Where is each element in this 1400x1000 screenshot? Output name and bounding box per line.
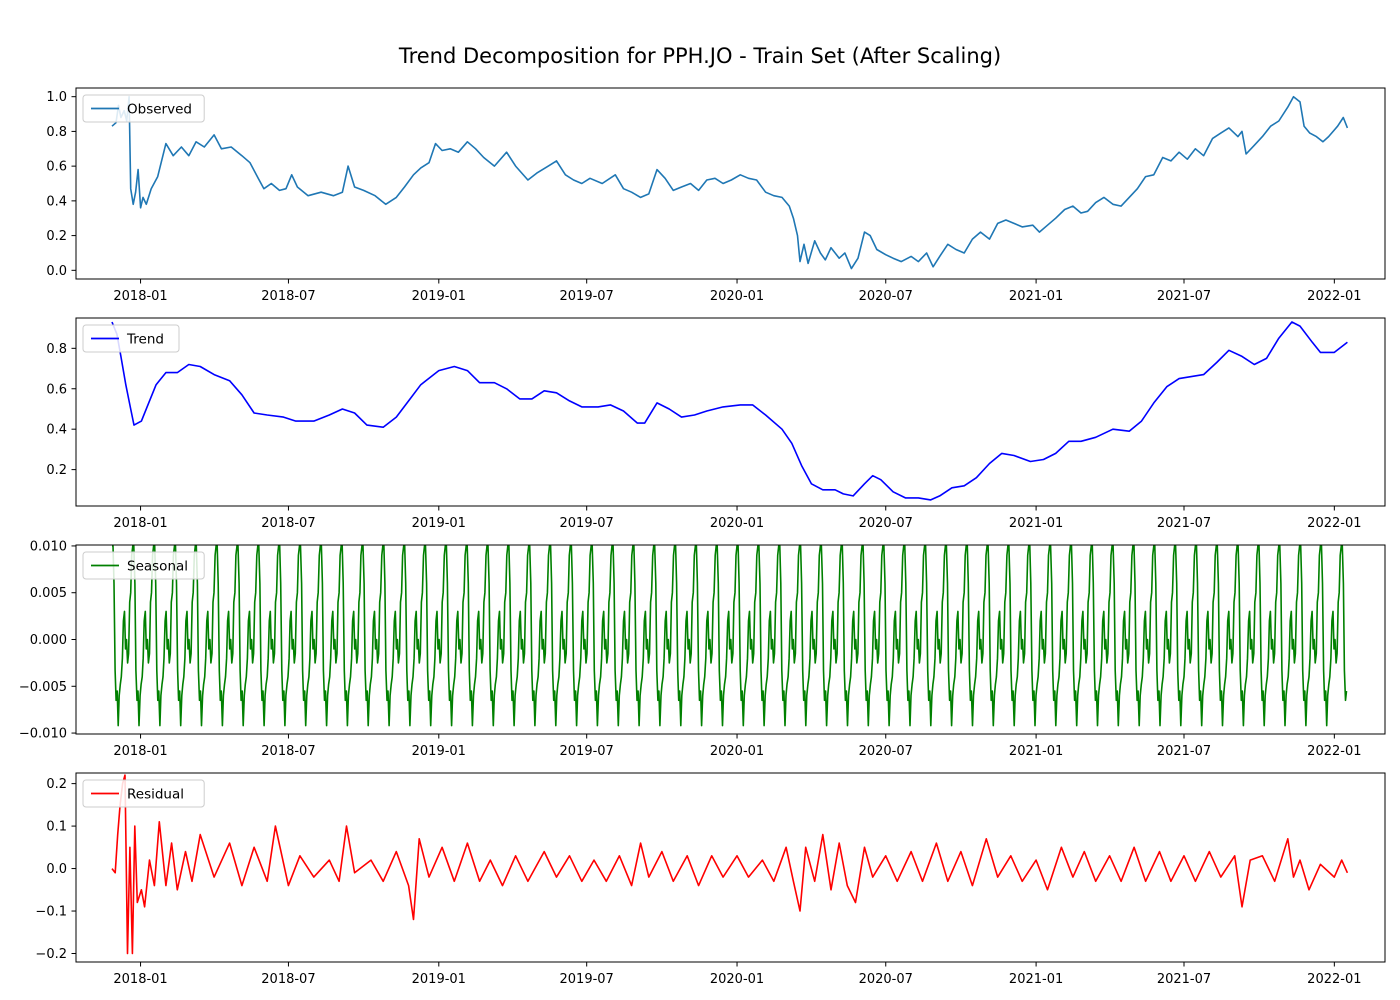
residual-x-tick-label: 2020-07 xyxy=(859,972,913,987)
seasonal-x-tick-label: 2018-01 xyxy=(113,744,167,759)
observed-legend: Observed xyxy=(82,94,205,123)
seasonal-x-tick-label: 2021-01 xyxy=(1009,744,1063,759)
seasonal-legend-label: Seasonal xyxy=(127,559,188,575)
trend-x-tick-label: 2019-07 xyxy=(560,516,614,531)
residual-y-tick-label: 0.2 xyxy=(46,777,67,792)
observed-axes-frame xyxy=(75,87,1386,280)
seasonal-x-tick-label: 2021-07 xyxy=(1157,744,1211,759)
seasonal-series-line xyxy=(112,545,1348,727)
seasonal-panel: 2018-01 2018-07 2019-01 2019-07 2020-01 2020-… xyxy=(19,539,1386,759)
residual-legend-label: Residual xyxy=(127,787,184,803)
residual-y-tick-label: −0.1 xyxy=(35,905,67,920)
residual-x-tick-label: 2019-07 xyxy=(560,972,614,987)
seasonal-y-tick-label: 0.000 xyxy=(30,633,67,648)
observed-y-tick-label: 0.4 xyxy=(46,194,67,209)
trend-x-tick-label: 2021-07 xyxy=(1157,516,1211,531)
seasonal-x-tick-label: 2020-01 xyxy=(710,744,764,759)
residual-x-tick-label: 2018-01 xyxy=(113,972,167,987)
trend-y-tick-label: 0.6 xyxy=(46,382,67,397)
trend-y-tick-label: 0.8 xyxy=(46,342,67,357)
residual-y-tick-label: −0.2 xyxy=(35,947,67,962)
seasonal-x-tick-label: 2019-01 xyxy=(412,744,466,759)
trend-axes-frame xyxy=(75,317,1386,507)
residual-x-tick-label: 2021-07 xyxy=(1157,972,1211,987)
residual-x-tick-label: 2022-01 xyxy=(1307,972,1361,987)
observed-y-tick-label: 1.0 xyxy=(46,90,67,105)
observed-legend-box xyxy=(82,94,205,123)
observed-x-tick-label: 2022-01 xyxy=(1307,289,1361,304)
observed-x-tick-label: 2021-01 xyxy=(1009,289,1063,304)
observed-x-tick-label: 2018-07 xyxy=(261,289,315,304)
observed-y-tick-label: 0.0 xyxy=(46,264,67,279)
seasonal-y-tick-label: 0.010 xyxy=(30,539,67,554)
seasonal-x-tick-label: 2018-07 xyxy=(261,744,315,759)
residual-series-line xyxy=(111,774,1349,955)
residual-y-tick-label: 0.1 xyxy=(46,820,67,835)
residual-axes-frame xyxy=(75,772,1386,963)
seasonal-legend: Seasonal xyxy=(82,551,205,580)
observed-x-tick-label: 2019-01 xyxy=(412,289,466,304)
residual-x-tick-label: 2018-07 xyxy=(261,972,315,987)
observed-x-tick-label: 2019-07 xyxy=(560,289,614,304)
residual-x-tick-label: 2021-01 xyxy=(1009,972,1063,987)
residual-y-tick-label: 0.0 xyxy=(46,862,67,877)
trend-x-tick-label: 2021-01 xyxy=(1009,516,1063,531)
trend-panel: 2018-01 2018-07 2019-01 2019-07 2020-01 2020-… xyxy=(46,317,1386,531)
trend-x-tick-label: 2022-01 xyxy=(1307,516,1361,531)
trend-x-tick-label: 2020-01 xyxy=(710,516,764,531)
trend-legend: Trend xyxy=(82,324,180,353)
observed-x-tick-label: 2018-01 xyxy=(113,289,167,304)
observed-x-tick-label: 2021-07 xyxy=(1157,289,1211,304)
trend-x-tick-label: 2020-07 xyxy=(859,516,913,531)
observed-y-tick-label: 0.2 xyxy=(46,229,67,244)
observed-y-tick-label: 0.8 xyxy=(46,125,67,140)
trend-series-line xyxy=(111,321,1348,501)
figure-title: Trend Decomposition for PPH.JO - Train S… xyxy=(398,44,1002,68)
observed-x-tick-label: 2020-07 xyxy=(859,289,913,304)
residual-x-tick-label: 2019-01 xyxy=(412,972,466,987)
trend-legend-box xyxy=(82,324,180,353)
trend-x-tick-label: 2018-07 xyxy=(261,516,315,531)
seasonal-y-tick-label: 0.005 xyxy=(30,586,67,601)
seasonal-y-tick-label: −0.005 xyxy=(19,680,67,695)
trend-y-tick-label: 0.2 xyxy=(46,463,67,478)
observed-legend-label: Observed xyxy=(127,102,192,118)
residual-legend: Residual xyxy=(82,779,205,808)
seasonal-x-tick-label: 2022-01 xyxy=(1307,744,1361,759)
trend-x-tick-label: 2018-01 xyxy=(113,516,167,531)
trend-legend-label: Trend xyxy=(126,332,164,348)
observed-panel: 2018-01 2018-07 2019-01 2019-07 2020-01 2020-… xyxy=(46,87,1386,304)
seasonal-legend-box xyxy=(82,551,205,580)
observed-series-line xyxy=(111,95,1349,270)
seasonal-x-tick-label: 2019-07 xyxy=(560,744,614,759)
seasonal-y-tick-label: −0.010 xyxy=(19,727,67,742)
seasonal-x-tick-label: 2020-07 xyxy=(859,744,913,759)
residual-legend-box xyxy=(82,779,205,808)
observed-x-tick-label: 2020-01 xyxy=(710,289,764,304)
trend-y-tick-label: 0.4 xyxy=(46,423,67,438)
observed-y-tick-label: 0.6 xyxy=(46,160,67,175)
trend-x-tick-label: 2019-01 xyxy=(412,516,466,531)
residual-x-tick-label: 2020-01 xyxy=(710,972,764,987)
residual-panel: 2018-01 2018-07 2019-01 2019-07 2020-01 2020-… xyxy=(35,772,1386,987)
